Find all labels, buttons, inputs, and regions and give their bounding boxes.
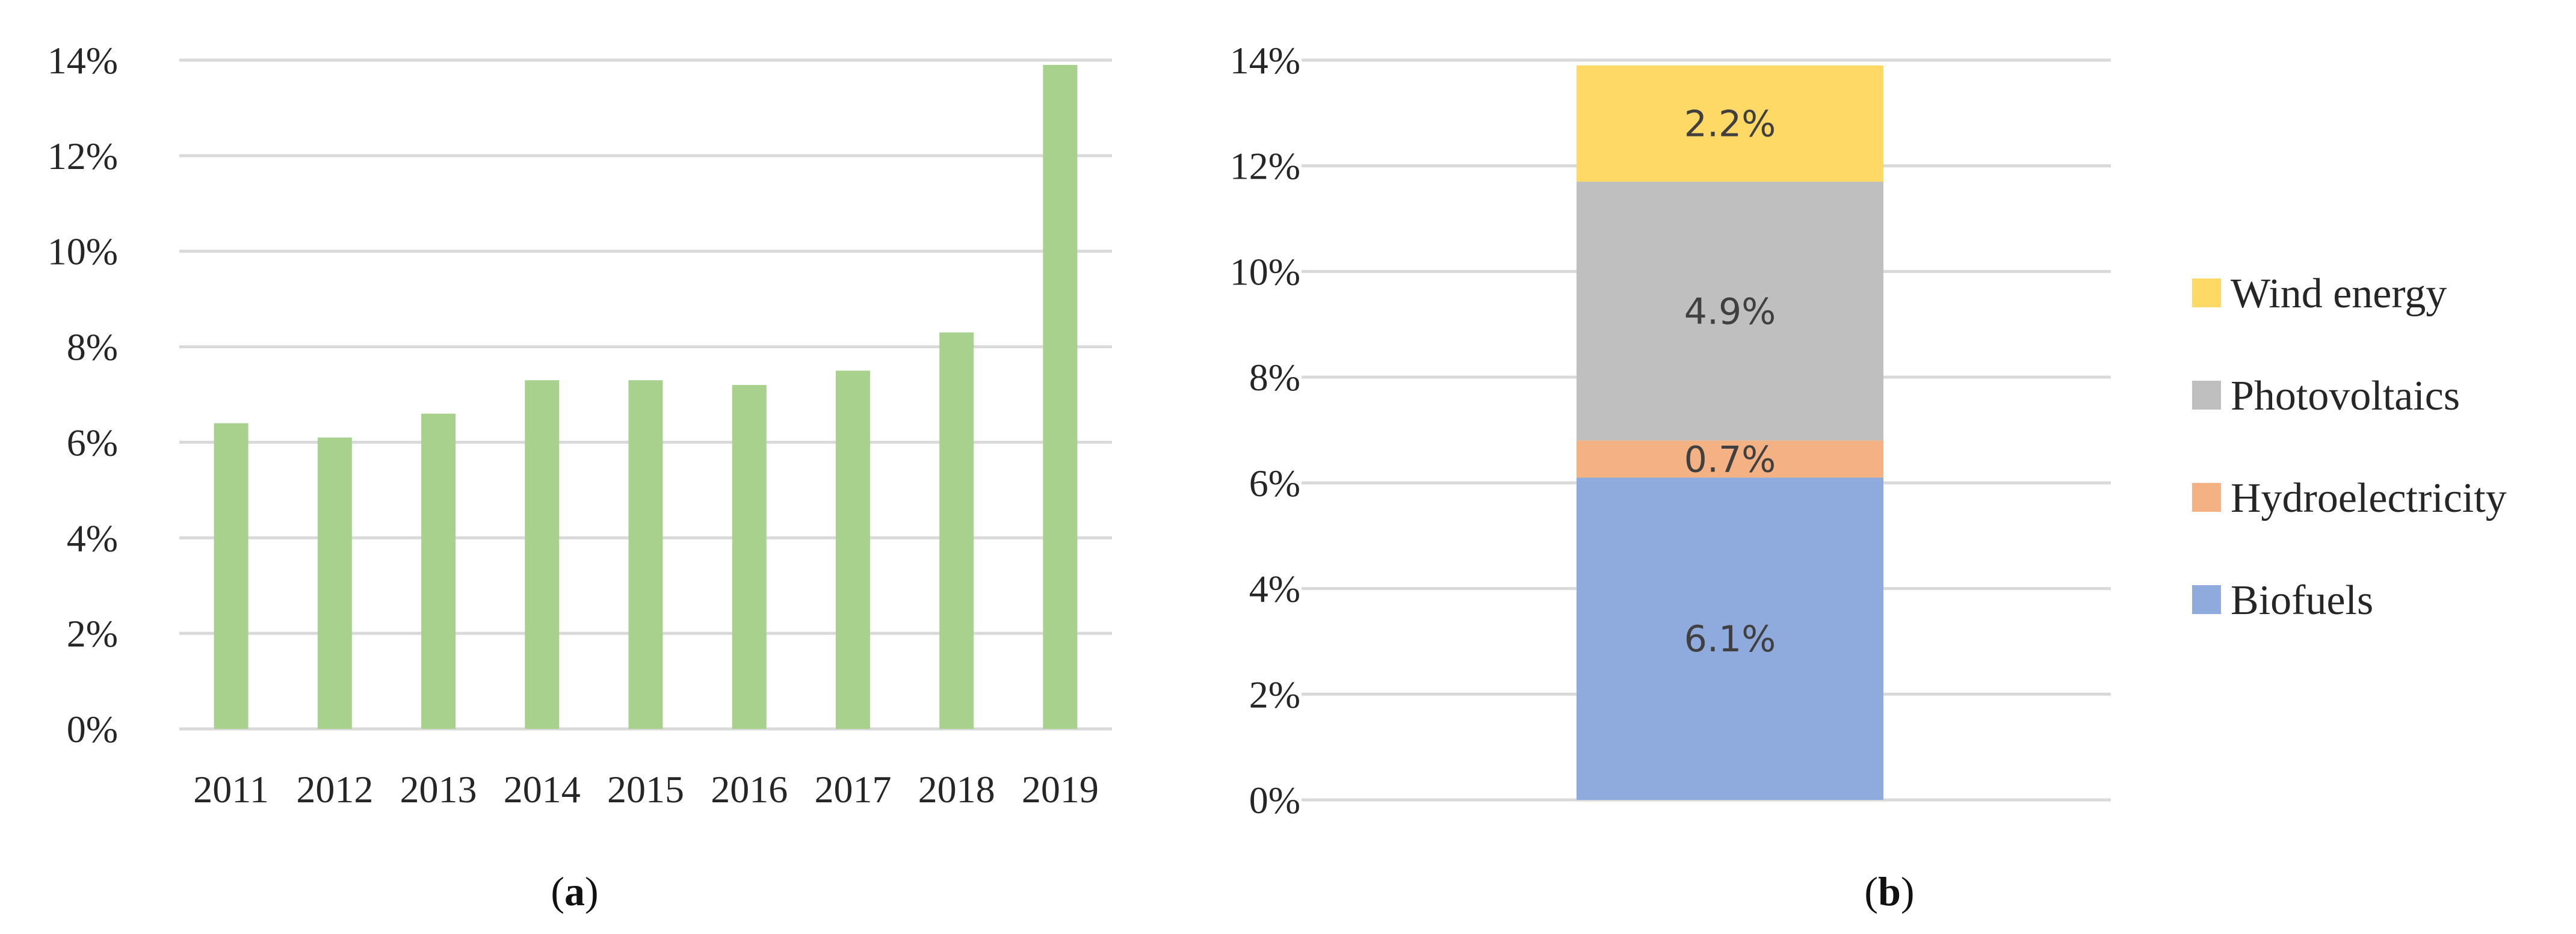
chart-b-data-label-hydroelectricity: 0.7% (1684, 438, 1776, 481)
chart-b-y-tick: 12% (1230, 145, 1300, 188)
chart-b-y-tick: 10% (1230, 250, 1300, 293)
chart-a-bar-2013 (421, 413, 456, 729)
chart-b-y-tick: 2% (1249, 673, 1300, 716)
legend-label-biofuels: Biofuels (2231, 577, 2373, 624)
chart-a-y-tick: 6% (67, 421, 118, 464)
caption-a: (a) (551, 868, 598, 914)
chart-a-x-tick: 2012 (296, 768, 373, 811)
chart-a-x-tick: 2013 (400, 768, 477, 811)
chart-a-x-tick: 2019 (1022, 768, 1099, 811)
chart-a-x-tick: 2014 (504, 768, 581, 811)
chart-a-y-tick: 4% (67, 517, 118, 559)
chart-a-y-tick: 10% (48, 230, 118, 273)
chart-b: 0% 2% 4% 6% 8% 10% 12% 14% 6.1% 0.7% 4.9% 2.2% Wind … (1230, 39, 2507, 822)
chart-b-y-tick: 6% (1249, 462, 1300, 505)
chart-a: 0% 2% 4% 6% 8% 10% 12% 14% 2011 2012 2013 2014 2015 2… (48, 39, 1112, 811)
chart-a-bar-2015 (628, 380, 663, 729)
legend-swatch-wind-energy (2192, 278, 2221, 307)
legend-swatch-hydroelectricity (2192, 483, 2221, 512)
chart-a-bar-2017 (835, 370, 870, 729)
chart-b-y-tick: 14% (1230, 39, 1300, 82)
chart-a-y-tick: 14% (48, 39, 118, 82)
chart-a-x-tick: 2011 (193, 768, 269, 811)
legend-label-hydroelectricity: Hydroelectricity (2231, 475, 2507, 521)
chart-a-bar-2019 (1043, 64, 1078, 729)
caption-b: (b) (1864, 868, 1914, 914)
chart-b-data-label-biofuels: 6.1% (1684, 618, 1776, 660)
chart-a-x-tick: 2015 (607, 768, 684, 811)
chart-a-x-tick: 2017 (814, 768, 891, 811)
legend-swatch-biofuels (2192, 585, 2221, 614)
chart-b-y-tick: 8% (1249, 356, 1300, 399)
chart-a-x-tick: 2016 (711, 768, 788, 811)
chart-a-y-tick: 8% (67, 326, 118, 369)
chart-a-y-tick: 12% (48, 135, 118, 177)
chart-b-segment-wind-energy (1577, 65, 1883, 182)
chart-b-y-tick: 4% (1249, 568, 1300, 610)
chart-b-segment-hydroelectricity (1577, 440, 1883, 478)
chart-a-bar-2014 (525, 380, 560, 729)
chart-a-y-tick: 0% (67, 708, 118, 751)
chart-b-segment-photovoltaics (1577, 182, 1883, 441)
chart-b-segment-biofuels (1577, 478, 1883, 800)
chart-a-x-tick: 2018 (918, 768, 995, 811)
chart-a-y-tick: 2% (67, 612, 118, 655)
chart-a-bar-2012 (317, 437, 352, 729)
chart-b-y-tick: 0% (1249, 779, 1300, 822)
legend-swatch-photovoltaics (2192, 381, 2221, 410)
chart-a-bar-2016 (732, 385, 767, 729)
caption-a-letter: a (564, 868, 585, 914)
legend-label-wind-energy: Wind energy (2231, 271, 2447, 317)
chart-b-data-label-wind-energy: 2.2% (1684, 103, 1776, 145)
legend-label-photovoltaics: Photovoltaics (2231, 373, 2460, 419)
caption-b-letter: b (1878, 868, 1901, 914)
chart-b-data-label-photovoltaics: 4.9% (1684, 290, 1776, 333)
chart-a-bar-2011 (214, 423, 249, 729)
chart-a-bar-2018 (939, 332, 974, 729)
